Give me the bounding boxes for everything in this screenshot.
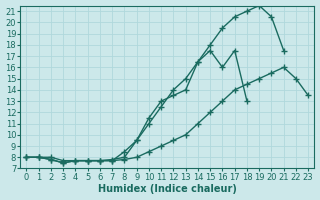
X-axis label: Humidex (Indice chaleur): Humidex (Indice chaleur) (98, 184, 237, 194)
